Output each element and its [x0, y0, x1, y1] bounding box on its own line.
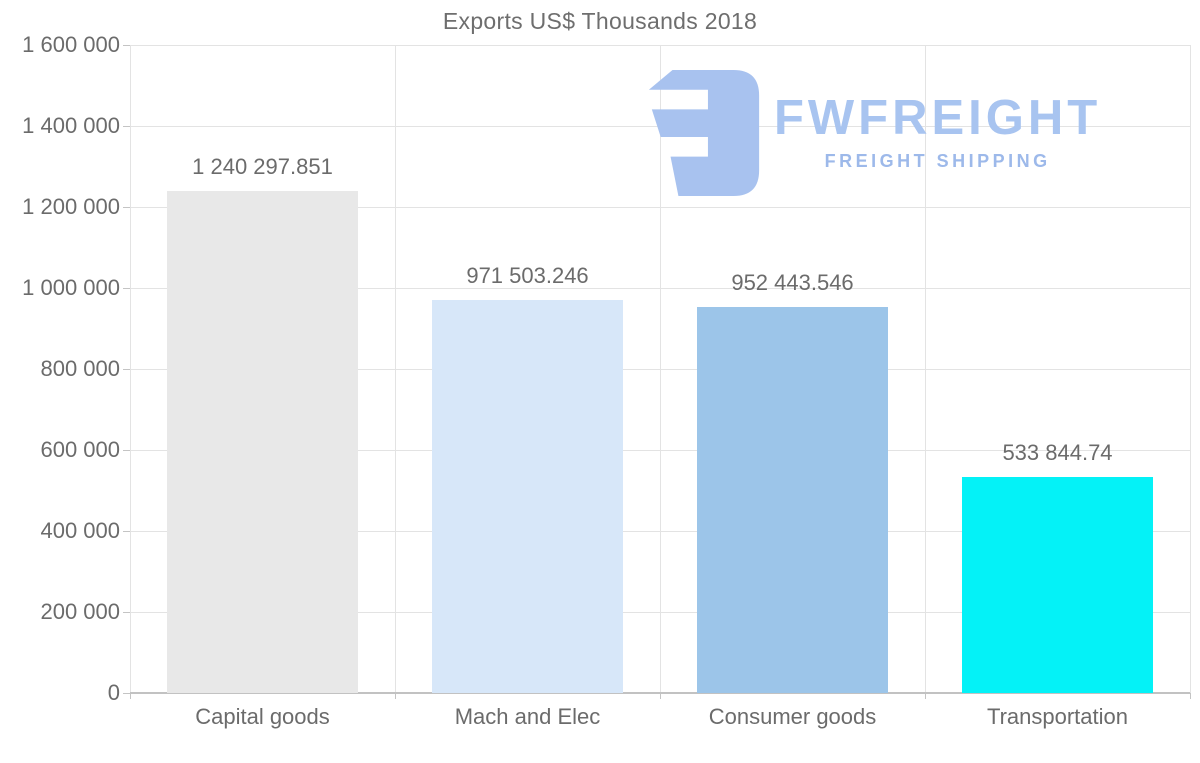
x-gridline: [925, 45, 926, 693]
x-axis-tick: [925, 693, 926, 699]
y-axis-label: 600 000: [40, 437, 120, 462]
y-axis-tick: [123, 612, 130, 613]
x-gridline: [395, 45, 396, 693]
bar-value-label: 533 844.74: [1002, 440, 1113, 465]
x-gridline: [660, 45, 661, 693]
y-axis-label: 1 400 000: [22, 113, 120, 138]
bar: [167, 191, 358, 693]
x-axis-label: Capital goods: [195, 704, 330, 729]
y-axis-tick: [123, 531, 130, 532]
bar-value-label: 971 503.246: [466, 263, 589, 288]
x-axis-line: [130, 692, 1190, 694]
x-axis-tick: [395, 693, 396, 699]
y-axis-label: 1 600 000: [22, 32, 120, 57]
y-axis-tick: [123, 45, 130, 46]
y-axis-tick: [123, 450, 130, 451]
fwfreight-logo: FWFREIGHT FREIGHT SHIPPING: [648, 70, 1101, 196]
x-axis-tick: [1190, 693, 1191, 699]
y-axis-tick: [123, 693, 130, 694]
x-axis-label: Consumer goods: [708, 704, 877, 729]
y-axis-label: 1 200 000: [22, 194, 120, 219]
logo-text-block: FWFREIGHT FREIGHT SHIPPING: [774, 94, 1101, 172]
x-axis-label: Transportation: [986, 704, 1129, 729]
bar-value-label: 952 443.546: [731, 270, 854, 295]
bar: [697, 307, 888, 693]
bar-group: 1 240 297.851 Capital goods: [130, 45, 395, 729]
bar-group: 952 443.546 Consumer goods: [660, 45, 925, 729]
x-axis-tick: [130, 693, 131, 699]
bar: [432, 300, 623, 693]
x-axis-tick: [660, 693, 661, 699]
y-axis-label: 0: [107, 680, 120, 705]
bar-value-label: 1 240 297.851: [192, 154, 333, 179]
x-gridline: [1190, 45, 1191, 693]
y-axis-label: 800 000: [40, 356, 120, 381]
chart-title: Exports US$ Thousands 2018: [442, 8, 758, 34]
y-axis-tick: [123, 207, 130, 208]
x-axis-label: Mach and Elec: [454, 704, 601, 729]
y-axis-tick: [123, 369, 130, 370]
bar-group: 533 844.74 Transportation: [925, 45, 1190, 729]
y-axis-label: 1 000 000: [22, 275, 120, 300]
y-axis-tick: [123, 288, 130, 289]
bar-group: 971 503.246 Mach and Elec: [395, 45, 660, 729]
logo-brand-text: FWFREIGHT: [774, 91, 1102, 145]
bar: [962, 477, 1153, 693]
logo-tagline-text: FREIGHT SHIPPING: [824, 151, 1051, 171]
y-axis-tick: [123, 126, 130, 127]
fwfreight-logo-icon: [648, 70, 760, 196]
y-axis-label: 200 000: [40, 599, 120, 624]
y-axis-label: 400 000: [40, 518, 120, 543]
x-gridline: [130, 45, 131, 693]
